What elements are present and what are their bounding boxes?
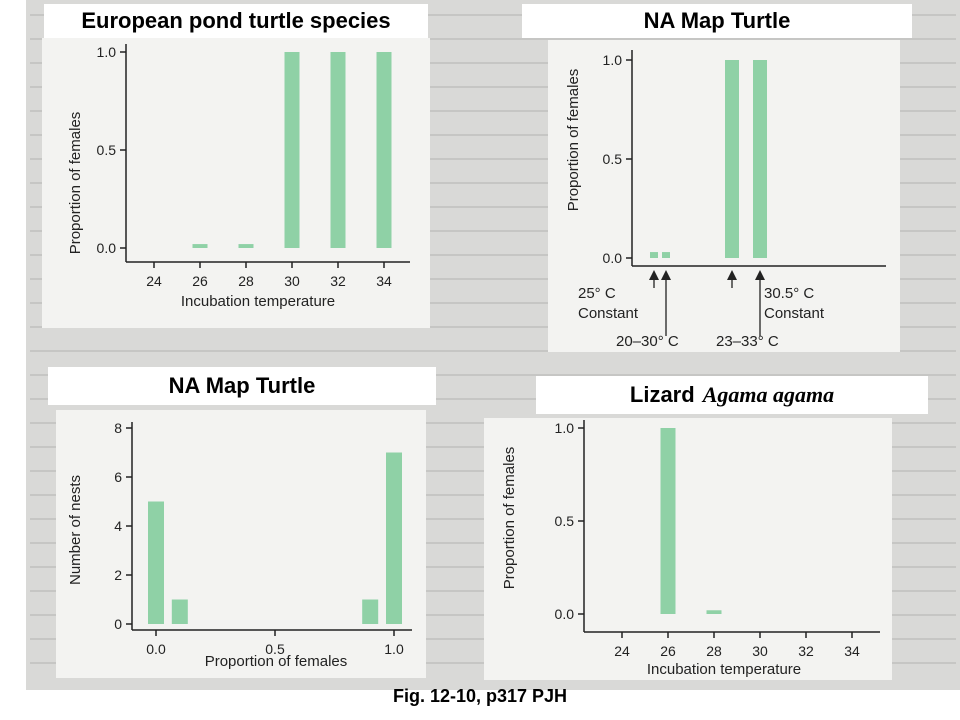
x-tick-label: 24 [146, 273, 162, 289]
bar [725, 60, 739, 258]
y-axis-label: Proportion of females [565, 69, 582, 212]
chart-panel-european-pond-turtle: Proportion of females Incubation tempera… [42, 38, 430, 328]
chart-panel-na-map-turtle-2: Number of nests Proportion of females 0 2… [56, 410, 426, 678]
faded-text-line [30, 134, 956, 136]
chart-panel-lizard: Proportion of females Incubation tempera… [484, 418, 892, 680]
x-tick-label: 28 [238, 273, 254, 289]
y-tick-label: 0 [114, 616, 122, 632]
chart-lizard: Proportion of females Incubation tempera… [501, 420, 880, 678]
bar [171, 599, 188, 624]
faded-text-line [30, 62, 956, 64]
chart-title-text: NA Map Turtle [643, 8, 791, 33]
faded-text-line [30, 86, 956, 88]
faded-text-line [30, 14, 956, 16]
chart-title-text: European pond turtle species [81, 8, 391, 33]
faded-text-line [30, 302, 956, 304]
x-tick-label: 26 [660, 643, 676, 659]
x-tick-label: 32 [330, 273, 346, 289]
bar [650, 252, 658, 258]
x-tick-label: 26 [192, 273, 208, 289]
bar [192, 244, 208, 248]
chart-title-na-map-turtle-1: NA Map Turtle [522, 4, 912, 38]
y-tick-label: 0.0 [603, 250, 623, 266]
y-tick-label: 0.0 [555, 606, 575, 622]
faded-text-line [30, 110, 956, 112]
annotation-label: 20–30° C [616, 333, 679, 350]
y-tick-label: 2 [114, 567, 122, 583]
annotation-label: 23–33° C [716, 333, 779, 350]
bar [753, 60, 767, 258]
bar [376, 52, 392, 248]
chart-subtitle-species: Agama agama [702, 382, 835, 407]
chart-panel-na-map-turtle-1: Proportion of females 0.0 0.5 1.0 25° C Cons… [548, 40, 900, 370]
arrow-head-icon [649, 270, 659, 280]
bar [238, 244, 254, 248]
bar [706, 610, 722, 614]
chart-european-pond-turtle: Proportion of females Incubation tempera… [67, 44, 410, 310]
annotation-label: Constant [764, 305, 825, 322]
y-tick-label: 6 [114, 469, 122, 485]
annotation-label: 30.5° C [764, 285, 814, 302]
y-axis-label: Proportion of females [67, 112, 84, 255]
chart-title-text: NA Map Turtle [168, 373, 316, 398]
faded-text-line [30, 374, 956, 376]
bar [660, 428, 676, 614]
y-tick-label: 0.5 [97, 142, 117, 158]
annotation-label: 25° C [578, 285, 616, 302]
chart-title-na-map-turtle-2: NA Map Turtle [48, 367, 436, 405]
x-tick-label: 34 [844, 643, 860, 659]
y-axis-label: Number of nests [67, 475, 84, 585]
faded-text-line [30, 398, 956, 400]
x-tick-label: 32 [798, 643, 814, 659]
faded-text-line [30, 182, 956, 184]
x-tick-label: 30 [284, 273, 300, 289]
faded-text-line [30, 326, 956, 328]
x-axis-label: Incubation temperature [647, 661, 801, 678]
arrow-head-icon [755, 270, 765, 280]
bar [662, 252, 670, 258]
x-tick-label: 28 [706, 643, 722, 659]
faded-text-line [30, 206, 956, 208]
x-axis-label: Proportion of females [205, 653, 348, 670]
faded-text-line [30, 254, 956, 256]
x-tick-label: 24 [614, 643, 630, 659]
y-tick-label: 0.0 [97, 240, 117, 256]
chart-na-map-turtle-2: Number of nests Proportion of females 0 2… [67, 420, 412, 670]
x-tick-label: 34 [376, 273, 392, 289]
y-tick-label: 1.0 [97, 44, 117, 60]
bar [362, 599, 379, 624]
y-axis-label: Proportion of females [501, 447, 518, 590]
faded-text-line [30, 158, 956, 160]
y-tick-label: 4 [114, 518, 122, 534]
y-tick-label: 1.0 [603, 52, 623, 68]
x-tick-label: 1.0 [384, 641, 404, 657]
y-tick-label: 1.0 [555, 420, 575, 436]
faded-text-line [30, 38, 956, 40]
y-tick-label: 8 [114, 420, 122, 436]
x-axis-label: Incubation temperature [181, 293, 335, 310]
faded-text-line [30, 350, 956, 352]
bar [148, 501, 164, 624]
bar [284, 52, 300, 248]
bar [386, 452, 402, 624]
figure-caption: Fig. 12-10, p317 PJH [392, 686, 568, 706]
arrow-head-icon [661, 270, 671, 280]
y-tick-label: 0.5 [603, 151, 623, 167]
y-tick-label: 0.5 [555, 513, 575, 529]
chart-title-lizard: Lizard Agama agama [536, 376, 928, 414]
chart-title-text: Lizard [629, 382, 695, 407]
faded-text-line [30, 278, 956, 280]
chart-na-map-turtle-1: Proportion of females 0.0 0.5 1.0 25° C Cons… [565, 50, 886, 370]
chart-title-european-pond-turtle: European pond turtle species [44, 4, 428, 38]
annotation-label: Constant [578, 305, 639, 322]
x-tick-label: 0.5 [265, 641, 285, 657]
bar [330, 52, 346, 248]
faded-text-line [30, 230, 956, 232]
arrow-head-icon [727, 270, 737, 280]
x-tick-label: 30 [752, 643, 768, 659]
x-tick-label: 0.0 [146, 641, 166, 657]
